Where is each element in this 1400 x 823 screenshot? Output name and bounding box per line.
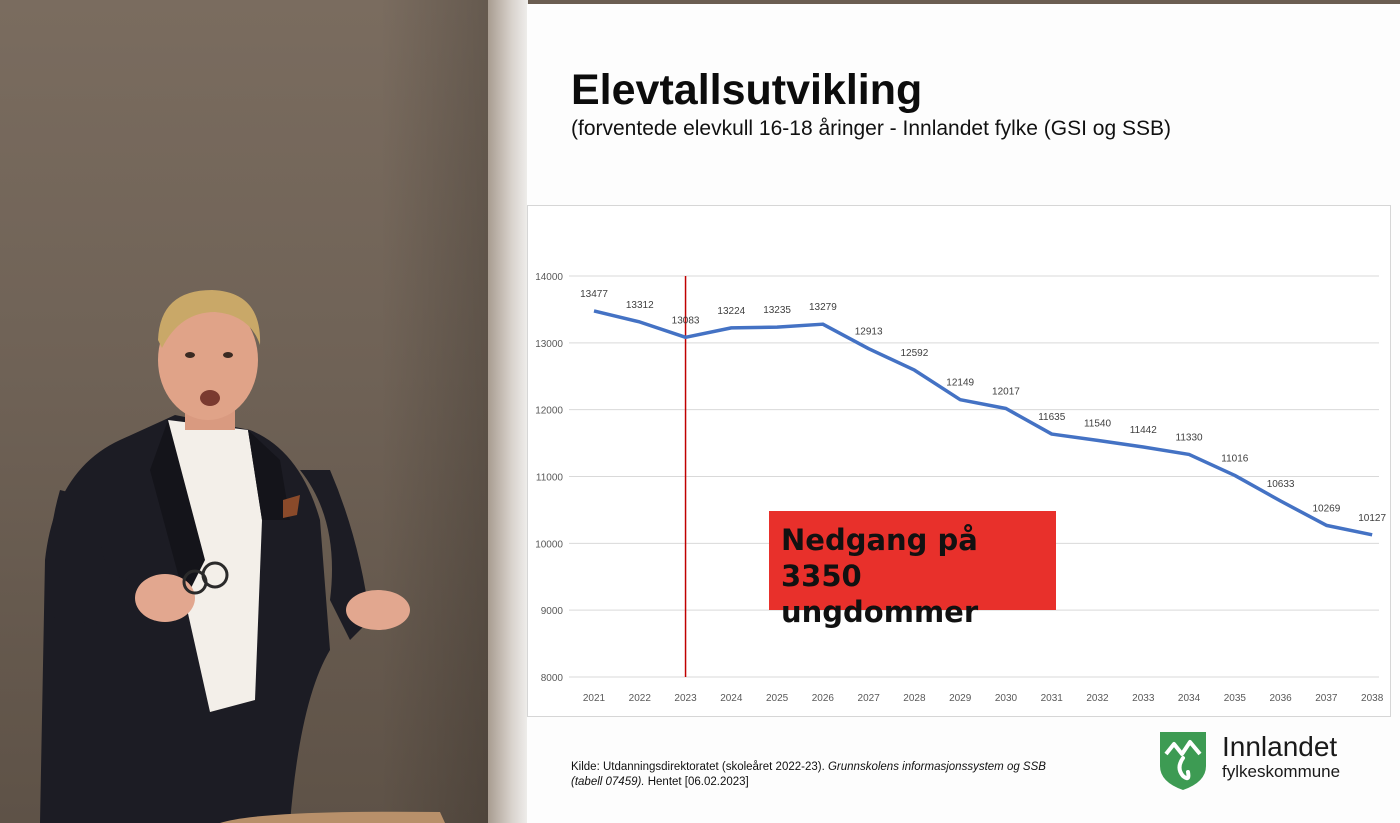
data-label: 13083 — [672, 315, 700, 326]
x-tick-label: 2021 — [583, 693, 606, 704]
data-label: 11442 — [1130, 425, 1158, 436]
data-label: 12592 — [901, 348, 929, 359]
x-tick-label: 2033 — [1132, 693, 1155, 704]
x-tick-label: 2031 — [1041, 693, 1064, 704]
y-tick-label: 9000 — [541, 606, 564, 617]
source-note: Kilde: Utdanningsdirektoratet (skoleåret… — [571, 760, 1061, 790]
x-tick-label: 2037 — [1315, 693, 1338, 704]
series-line — [593, 309, 1373, 537]
data-label: 13312 — [626, 300, 654, 311]
x-tick-label: 2028 — [903, 693, 926, 704]
y-tick-label: 12000 — [535, 406, 563, 417]
x-tick-label: 2025 — [766, 693, 789, 704]
y-tick-label: 10000 — [535, 539, 563, 550]
x-tick-label: 2022 — [629, 693, 652, 704]
data-label: 13477 — [580, 289, 608, 300]
data-label: 11540 — [1084, 418, 1112, 429]
data-label: 13235 — [763, 305, 791, 316]
x-tick-label: 2029 — [949, 693, 972, 704]
x-tick-label: 2027 — [858, 693, 881, 704]
decline-callout: Nedgang på 3350 ungdommer — [769, 511, 1056, 629]
line-chart: 8000 9000 10000 11000 12000 13000 14000 2021 202… — [535, 272, 1386, 704]
x-tick-label: 2032 — [1086, 693, 1109, 704]
data-label: 10127 — [1358, 513, 1386, 524]
data-label: 12017 — [992, 387, 1020, 398]
x-tick-label: 2024 — [720, 693, 743, 704]
logo-subtitle: fylkeskommune — [1222, 762, 1341, 781]
x-tick-label: 2038 — [1361, 693, 1384, 704]
x-tick-label: 2023 — [674, 693, 697, 704]
logo-name: Innlandet — [1222, 731, 1338, 762]
data-label: 13279 — [809, 302, 837, 313]
chart-frame — [527, 205, 1391, 717]
screen-edge — [488, 0, 528, 823]
source-tail: Hentet [06.02.2023] — [644, 776, 749, 788]
slide-subtitle: (forventede elevkull 16-18 åringer - Inn… — [571, 117, 1171, 140]
data-label: 11016 — [1221, 453, 1249, 464]
y-tick-label: 14000 — [535, 272, 563, 283]
x-tick-label: 2026 — [812, 693, 835, 704]
data-label: 10269 — [1312, 503, 1340, 514]
presenter-figure — [40, 290, 445, 823]
source-italic: Grunnskolens informasjonssystem og SSB (… — [571, 761, 1046, 788]
data-label: 12913 — [855, 327, 883, 338]
data-label: 10633 — [1267, 479, 1295, 490]
slide-title: Elevtallsutvikling — [571, 66, 923, 114]
data-label: 13224 — [717, 306, 745, 317]
wall-shadow — [380, 0, 495, 823]
y-tick-label: 8000 — [541, 673, 564, 684]
x-tick-label: 2035 — [1224, 693, 1247, 704]
innlandet-shield-logo — [1160, 732, 1206, 790]
x-tick-label: 2036 — [1269, 693, 1292, 704]
y-tick-label: 11000 — [536, 473, 564, 484]
data-label: 12149 — [946, 378, 974, 389]
data-label: 11635 — [1038, 412, 1066, 423]
source-plain: Kilde: Utdanningsdirektoratet (skoleåret… — [571, 761, 828, 773]
callout-text: Nedgang på 3350 ungdommer — [781, 523, 979, 629]
data-label: 11330 — [1176, 432, 1204, 443]
x-tick-label: 2030 — [995, 693, 1018, 704]
x-tick-label: 2034 — [1178, 693, 1201, 704]
presenter-photo — [0, 0, 495, 823]
y-tick-label: 13000 — [535, 339, 563, 350]
